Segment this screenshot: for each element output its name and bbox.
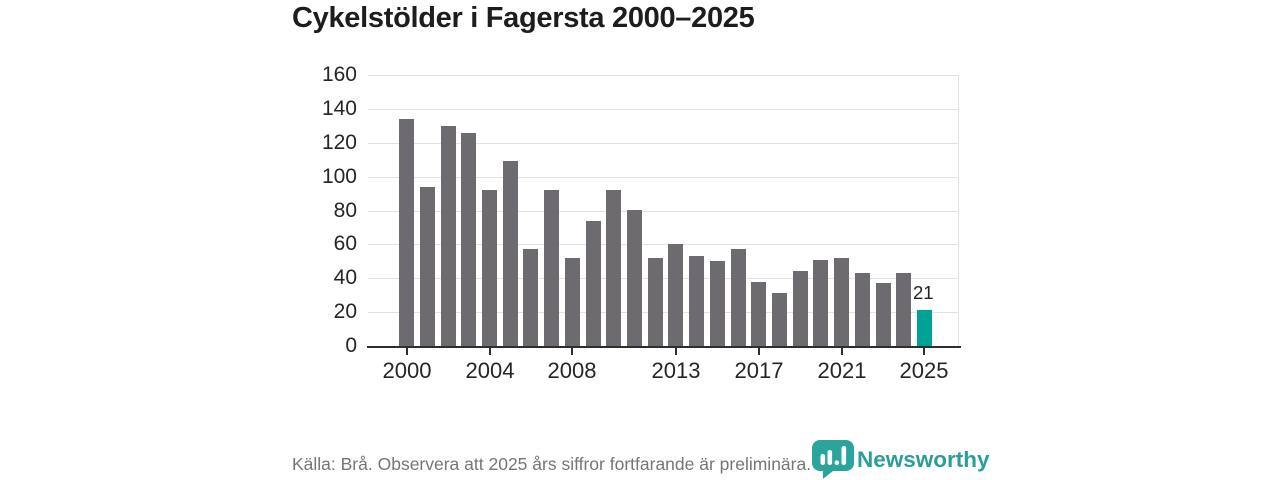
bar-2008 — [565, 258, 580, 346]
x-axis-tick-2021 — [841, 348, 843, 355]
bar-2005 — [503, 161, 518, 346]
bar-2009 — [586, 221, 601, 346]
bar-2019 — [793, 271, 808, 346]
x-axis-tick-2013 — [675, 348, 677, 355]
gridline-140 — [368, 109, 959, 110]
gridline-60 — [368, 244, 959, 245]
source-note: Källa: Brå. Observera att 2025 års siffr… — [292, 454, 812, 474]
gridline-160 — [368, 75, 959, 76]
bar-2002 — [441, 126, 456, 346]
x-axis-line — [367, 346, 961, 348]
y-axis-label-0: 0 — [345, 334, 357, 357]
newsworthy-logo-icon — [812, 440, 854, 479]
bar-2014 — [689, 256, 704, 346]
gridline-80 — [368, 211, 959, 212]
x-axis-label-2021: 2021 — [817, 358, 867, 383]
x-axis-tick-2000 — [406, 348, 408, 355]
x-axis-label-2013: 2013 — [651, 358, 701, 383]
newsworthy-logo-text: Newsworthy — [857, 447, 990, 472]
gridline-100 — [368, 177, 959, 178]
y-axis-label-60: 60 — [333, 232, 357, 255]
bar-2022 — [855, 273, 870, 346]
x-axis-tick-2004 — [489, 348, 491, 355]
x-axis-label-2004: 2004 — [465, 358, 515, 383]
y-axis-label-140: 140 — [321, 97, 357, 120]
gridline-40 — [368, 278, 959, 279]
bar-2011 — [627, 210, 642, 346]
bar-2012 — [648, 258, 663, 346]
bar-2007 — [544, 190, 559, 346]
bar-2006 — [523, 249, 538, 346]
bar-2004 — [482, 190, 497, 346]
bar-2020 — [813, 260, 828, 346]
x-axis-label-2025: 2025 — [899, 358, 949, 383]
bar-value-label-2025: 21 — [913, 282, 934, 303]
x-axis-label-2008: 2008 — [547, 358, 597, 383]
chart-title: Cykelstölder i Fagersta 2000–2025 — [292, 2, 755, 34]
newsworthy-logo[interactable]: Newsworthy — [812, 440, 990, 479]
y-axis-label-20: 20 — [333, 300, 357, 323]
bar-2003 — [461, 133, 476, 346]
y-axis-label-40: 40 — [333, 266, 357, 289]
bar-2017 — [751, 282, 766, 346]
bar-2001 — [420, 187, 435, 346]
bar-2025 — [917, 310, 932, 346]
bar-2016 — [731, 249, 746, 346]
bar-2021 — [834, 258, 849, 346]
y-axis-label-100: 100 — [321, 165, 357, 188]
x-axis-label-2000: 2000 — [382, 358, 432, 383]
gridline-120 — [368, 143, 959, 144]
x-axis-tick-2025 — [923, 348, 925, 355]
bar-2024 — [896, 273, 911, 346]
plot-right-border — [958, 75, 959, 346]
y-axis-label-160: 160 — [321, 63, 357, 86]
y-axis-label-80: 80 — [333, 199, 357, 222]
bar-2000 — [399, 119, 414, 346]
bar-2023 — [876, 283, 891, 346]
x-axis-label-2017: 2017 — [734, 358, 784, 383]
x-axis-tick-2017 — [758, 348, 760, 355]
bar-2013 — [668, 244, 683, 346]
y-axis-label-120: 120 — [321, 131, 357, 154]
bar-2018 — [772, 293, 787, 346]
gridline-20 — [368, 312, 959, 313]
x-axis-tick-2008 — [571, 348, 573, 355]
bar-2015 — [710, 261, 725, 346]
bar-2010 — [606, 190, 621, 346]
